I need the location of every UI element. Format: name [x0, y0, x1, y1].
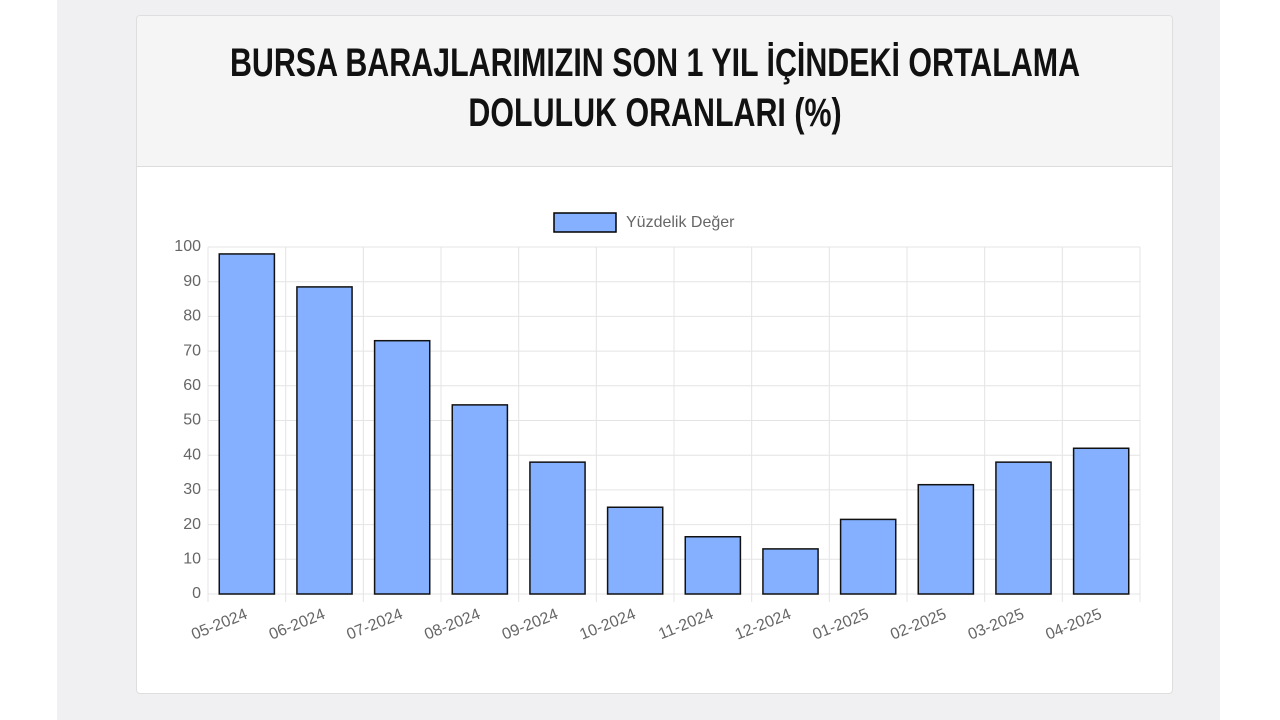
- bar: [1072, 447, 1130, 595]
- card-header: BURSA BARAJLARIMIZIN SON 1 YIL İÇİNDEKİ …: [137, 16, 1172, 167]
- x-tick-label: 05-2024: [189, 606, 250, 644]
- y-tick-label: 100: [174, 238, 201, 255]
- bar: [917, 483, 975, 595]
- y-tick-label: 60: [183, 377, 201, 394]
- bar: [839, 518, 897, 595]
- bar: [451, 404, 509, 595]
- bar: [218, 253, 276, 595]
- x-tick-label: 12-2024: [733, 606, 794, 644]
- bar: [762, 548, 819, 595]
- y-tick-label: 0: [192, 585, 201, 602]
- x-tick-label: 11-2024: [656, 606, 716, 643]
- x-tick-label: 10-2024: [577, 606, 638, 644]
- legend-swatch: [553, 212, 617, 233]
- x-tick-label: 04-2025: [1043, 606, 1104, 644]
- bar: [529, 461, 586, 595]
- y-tick-label: 20: [183, 516, 201, 533]
- y-tick-label: 10: [183, 551, 201, 568]
- x-tick-label: 06-2024: [267, 606, 328, 644]
- x-tick-label: 02-2025: [888, 606, 949, 644]
- x-tick-label: 07-2024: [344, 606, 405, 644]
- y-tick-label: 90: [183, 273, 201, 290]
- bar: [373, 339, 431, 595]
- legend-label: Yüzdelik Değer: [626, 214, 735, 231]
- bar: [995, 461, 1052, 595]
- chart-title: BURSA BARAJLARIMIZIN SON 1 YIL İÇİNDEKİ …: [229, 41, 1080, 135]
- y-tick-label: 80: [183, 308, 201, 325]
- bar: [296, 286, 353, 595]
- x-tick-label: 08-2024: [422, 606, 483, 644]
- y-tick-label: 30: [183, 481, 201, 498]
- y-tick-label: 70: [183, 342, 201, 359]
- y-tick-label: 50: [183, 412, 201, 429]
- card: BURSA BARAJLARIMIZIN SON 1 YIL İÇİNDEKİ …: [136, 15, 1173, 694]
- bar: [684, 535, 742, 595]
- bar: [606, 506, 664, 595]
- x-tick-label: 03-2025: [966, 606, 1027, 644]
- x-tick-label: 09-2024: [500, 606, 561, 644]
- y-tick-label: 40: [183, 446, 201, 463]
- x-tick-label: 01-2025: [810, 606, 871, 644]
